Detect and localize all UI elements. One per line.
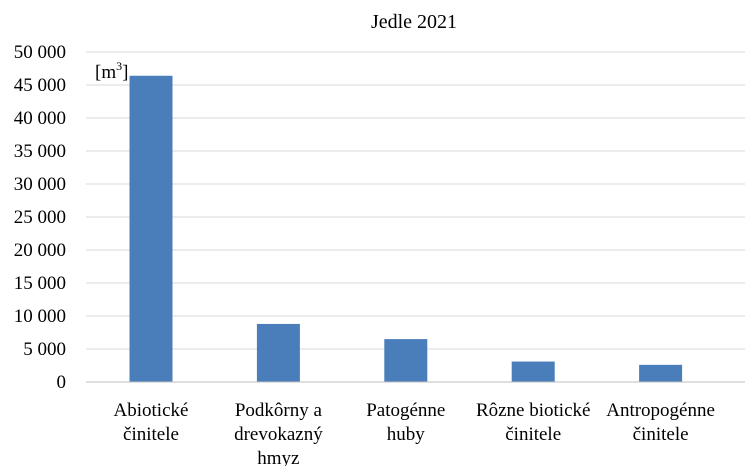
bars xyxy=(129,75,683,382)
y-axis-unit-label: [m3] xyxy=(95,59,128,83)
x-category-label-line: huby xyxy=(387,424,426,445)
y-tick-label: 10 000 xyxy=(14,306,66,327)
chart-title: Jedle 2021 xyxy=(371,11,457,33)
x-category-label: Podkôrny a drevokazný hmyz xyxy=(234,400,323,466)
bar xyxy=(639,364,683,382)
x-category-label-line: Rôzne biotické xyxy=(476,400,591,421)
x-category-label-line: Patogénne xyxy=(366,400,445,421)
x-category-label-line: činitele xyxy=(505,424,561,445)
unit-label-superscript: 3 xyxy=(116,59,122,73)
x-axis-category-labels: Abiotické činitele Podkôrny a drevokazný hmy… xyxy=(114,400,715,469)
x-category-label-line: činitele xyxy=(633,424,689,445)
y-tick-label: 30 000 xyxy=(14,174,66,195)
x-category-label-line: Antropogénne xyxy=(606,400,715,421)
unit-label-close: ] xyxy=(122,62,128,83)
y-tick-label: 35 000 xyxy=(14,141,66,162)
x-category-label: Abiotické činitele xyxy=(114,400,189,445)
bar xyxy=(384,339,428,382)
y-tick-label: 15 000 xyxy=(14,273,66,294)
x-category-label-line: hmyz xyxy=(257,448,299,466)
y-tick-label: 50 000 xyxy=(14,42,66,63)
unit-label-open: [m xyxy=(95,62,116,83)
y-tick-label: 40 000 xyxy=(14,108,66,129)
x-category-label: Patogénne huby xyxy=(366,400,445,445)
bar xyxy=(256,323,300,382)
x-category-label: Rôzne biotické činitele xyxy=(476,400,591,445)
y-axis-tick-labels: 0 5 000 10 000 15 000 20 000 25 000 30 000 35 0… xyxy=(14,42,66,393)
x-category-label: Antropogénne činitele xyxy=(606,400,715,445)
gridlines xyxy=(86,51,745,350)
x-category-label-line: Podkôrny a xyxy=(235,400,323,421)
bar xyxy=(511,361,555,382)
x-category-label-line: Abiotické xyxy=(114,400,189,421)
y-tick-label: 45 000 xyxy=(14,75,66,96)
x-category-label-line: činitele xyxy=(123,424,179,445)
y-tick-label: 5 000 xyxy=(23,339,66,360)
y-tick-label: 0 xyxy=(57,372,67,393)
bar xyxy=(129,75,173,382)
x-category-label-line: drevokazný xyxy=(234,424,323,445)
y-tick-label: 20 000 xyxy=(14,240,66,261)
y-tick-label: 25 000 xyxy=(14,207,66,228)
